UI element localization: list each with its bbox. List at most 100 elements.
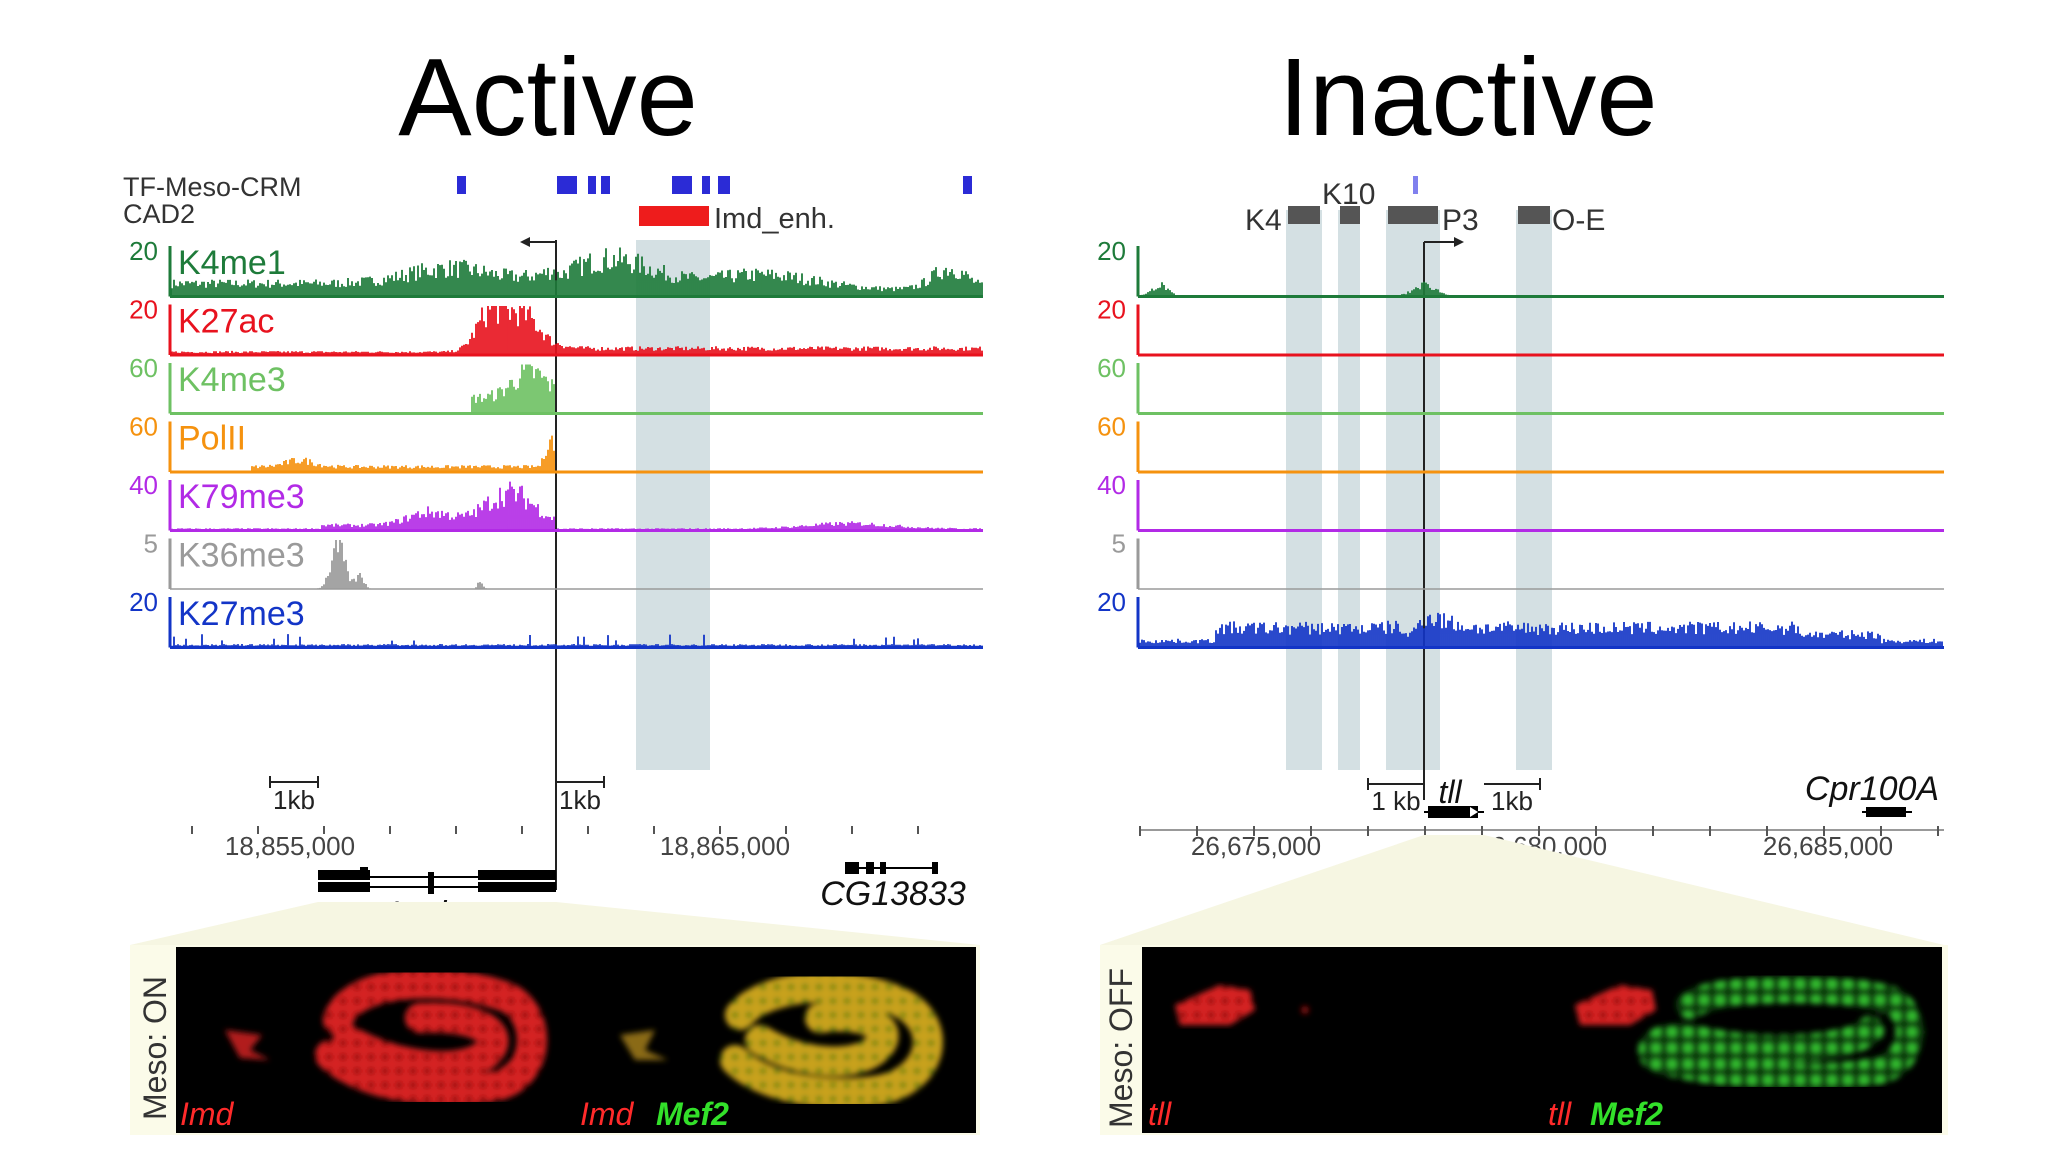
coord-label: 18,865,000 xyxy=(660,831,790,861)
track-scale: 20 xyxy=(129,236,158,266)
element-label-oe: O-E xyxy=(1552,204,1605,237)
inactive-tracks: 20 20 60 60 40 5 20 xyxy=(1097,236,1944,649)
crm-block xyxy=(718,176,730,194)
crm-block xyxy=(557,176,577,194)
signal-bars xyxy=(1139,354,1933,355)
crm-blocks xyxy=(457,176,972,194)
signal-track-k36me3: 5 xyxy=(1112,529,1944,590)
track-scale: 40 xyxy=(129,470,158,500)
signal-track-k79me3: 40 K79me3 xyxy=(129,470,983,532)
stain-label-red: Imd xyxy=(580,1096,635,1132)
stain-label-red: tll xyxy=(1148,1096,1172,1132)
kb-label-right: 1kb xyxy=(559,785,601,815)
coordinate-ticks xyxy=(191,826,919,834)
track-scale: 60 xyxy=(1097,412,1126,442)
signal-bars xyxy=(171,481,983,531)
signal-bars xyxy=(171,306,983,355)
coord-label: 26,685,000 xyxy=(1763,831,1893,861)
k10-block xyxy=(1340,206,1360,224)
signal-track-k27me3: 20 xyxy=(1097,587,1944,649)
zoom-projection xyxy=(1100,835,1944,945)
k10-highlight xyxy=(1338,210,1360,770)
signal-bars xyxy=(1153,471,1943,472)
track-name: K36me3 xyxy=(178,537,305,575)
element-label-p3: P3 xyxy=(1442,204,1479,237)
gene-label-cpr100a: Cpr100A xyxy=(1805,770,1939,808)
crm-block xyxy=(601,176,610,194)
stain-label-green: Mef2 xyxy=(656,1096,729,1132)
p3-block xyxy=(1388,206,1438,224)
crm-block xyxy=(702,176,710,194)
signal-track-k4me3: 60 xyxy=(1097,353,1944,415)
gene-label-tll: tll xyxy=(1438,774,1462,810)
signal-bars xyxy=(1139,612,1943,648)
kb-label-left: 1kb xyxy=(273,785,315,815)
k4-block xyxy=(1288,206,1320,224)
signal-track-k36me3: 5 K36me3 xyxy=(144,529,983,590)
oe-block xyxy=(1518,206,1550,224)
crm-block xyxy=(963,176,972,194)
track-scale: 5 xyxy=(1112,529,1126,559)
track-name: K27me3 xyxy=(178,595,305,633)
stain-label-red: Imd xyxy=(180,1096,235,1132)
embryo-imd xyxy=(225,968,547,1106)
crm-block xyxy=(588,176,596,194)
element-label-k4: K4 xyxy=(1245,204,1282,237)
enhancer-highlight xyxy=(636,240,710,770)
stain-label-red: tll xyxy=(1548,1096,1572,1132)
tss-arrowhead xyxy=(1454,237,1464,247)
k4-highlight xyxy=(1286,210,1322,770)
signal-track-k4me3: 60 K4me3 xyxy=(129,353,983,415)
stain-label-green: Mef2 xyxy=(1590,1096,1663,1132)
signal-bars xyxy=(171,247,983,297)
kb-scalebar-left xyxy=(269,776,319,788)
element-label-k10: K10 xyxy=(1322,178,1375,211)
kb-label-right: 1kb xyxy=(1491,786,1533,816)
element-blocks xyxy=(1288,206,1550,224)
oe-highlight xyxy=(1516,210,1552,770)
signal-bars xyxy=(1151,529,1943,531)
signal-bars xyxy=(187,364,981,414)
gene-model-tll xyxy=(1424,806,1484,818)
signal-track-k27me3: 20 K27me3 xyxy=(129,587,983,649)
panel-side-label: Meso: OFF xyxy=(1103,968,1139,1128)
inactive-browser: K4 K10 P3 O-E 20 20 60 60 40 5 20 1 kb 1kb tll… xyxy=(1097,176,1944,945)
active-embryo-panel: Meso: ON Imd Imd Mef2 xyxy=(130,945,980,1135)
coordinate-ticks xyxy=(1139,826,1939,836)
signal-track-k27ac: 20 xyxy=(1097,295,1944,357)
cad2-track-label: CAD2 xyxy=(123,199,195,229)
kb-label-left: 1 kb xyxy=(1371,786,1420,816)
track-scale: 40 xyxy=(1097,470,1126,500)
inactive-embryo-panel: Meso: OFF tll tll Mef2 xyxy=(1100,945,1948,1135)
gene-model-cg13833 xyxy=(845,862,938,874)
signal-bars xyxy=(1141,412,1939,414)
track-scale: 5 xyxy=(144,529,158,559)
tss-arrowhead xyxy=(520,237,530,247)
crm-block xyxy=(1413,176,1418,194)
track-scale: 20 xyxy=(1097,236,1126,266)
signal-track-k79me3: 40 xyxy=(1097,470,1944,532)
signal-track-polii: 60 PolII xyxy=(129,412,983,474)
signal-track-k4me1: 20 xyxy=(1097,236,1944,298)
signal-track-k27ac: 20 K27ac xyxy=(129,295,983,357)
title-inactive: Inactive xyxy=(1278,36,1657,159)
kb-scalebar-left xyxy=(1367,778,1424,790)
p3-highlight xyxy=(1386,210,1440,770)
panel-side-label: Meso: ON xyxy=(137,976,173,1120)
signal-bars xyxy=(183,435,981,472)
zoom-projection xyxy=(130,902,980,945)
title-active: Active xyxy=(398,36,698,159)
gene-model-cpr100a xyxy=(1862,807,1912,817)
enhancer-label: Imd_enh. xyxy=(714,203,835,235)
track-name: K27ac xyxy=(178,303,274,341)
signal-bars xyxy=(171,634,983,648)
active-browser: TF-Meso-CRM CAD2 Imd_enh. 20 K4me1 20 K27ac… xyxy=(123,172,983,945)
embryo-imd-mef2 xyxy=(620,972,943,1109)
signal-track-k4me1: 20 K4me1 xyxy=(129,236,983,298)
embryo-tll-mef2 xyxy=(1575,975,1924,1092)
track-scale: 60 xyxy=(129,412,158,442)
track-scale: 60 xyxy=(129,353,158,383)
signal-bars xyxy=(317,540,487,589)
gene-model-imd xyxy=(318,867,556,894)
